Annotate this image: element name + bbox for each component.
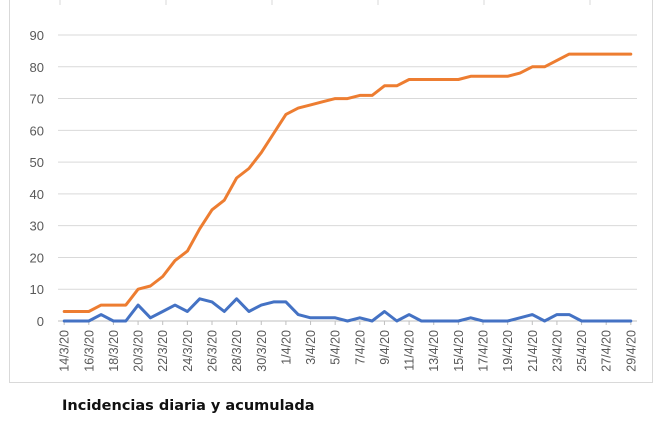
x-axis-ticks: 14/3/20 16/3/20 18/3/20 20/3/20 22/3/20 24/3/… bbox=[58, 321, 638, 372]
y-tick-label: 30 bbox=[30, 219, 44, 234]
x-tick-label: 1/4/20 bbox=[279, 330, 293, 365]
series-lines bbox=[62, 52, 633, 323]
y-axis-ticks: 0 10 20 30 40 50 60 70 80 90 bbox=[30, 28, 44, 329]
y-tick-label: 90 bbox=[30, 28, 44, 43]
x-tick-label: 27/4/20 bbox=[600, 330, 614, 372]
x-tick-label: 3/4/20 bbox=[304, 330, 318, 365]
x-tick-label: 30/3/20 bbox=[255, 330, 269, 372]
x-tick-label: 15/4/20 bbox=[452, 330, 466, 372]
x-tick-label: 16/3/20 bbox=[82, 330, 96, 372]
x-tick-label: 23/4/20 bbox=[550, 330, 564, 372]
x-tick-label: 7/4/20 bbox=[353, 330, 367, 365]
x-tick-label: 17/4/20 bbox=[477, 330, 491, 372]
x-tick-label: 5/4/20 bbox=[329, 330, 343, 365]
x-tick-label: 22/3/20 bbox=[156, 330, 170, 372]
chart-caption: Incidencias diaria y acumulada bbox=[62, 398, 315, 414]
series-line-diaria bbox=[62, 297, 633, 323]
x-tick-label: 29/4/20 bbox=[624, 330, 638, 372]
y-tick-label: 60 bbox=[30, 123, 44, 138]
x-tick-label: 28/3/20 bbox=[230, 330, 244, 372]
y-tick-label: 70 bbox=[30, 92, 44, 107]
x-tick-label: 11/4/20 bbox=[403, 330, 417, 371]
x-tick-label: 24/3/20 bbox=[181, 330, 195, 372]
y-tick-label: 0 bbox=[37, 314, 44, 329]
x-tick-label: 20/3/20 bbox=[132, 330, 146, 372]
x-tick-label: 25/4/20 bbox=[575, 330, 589, 372]
x-tick-label: 9/4/20 bbox=[378, 330, 392, 365]
x-tick-label: 13/4/20 bbox=[427, 330, 441, 372]
y-tick-label: 40 bbox=[30, 187, 44, 202]
x-tick-label: 14/3/20 bbox=[58, 330, 72, 372]
line-chart: 0 10 20 30 40 50 60 70 80 90 14/3/20 16/3/20 18/3/2… bbox=[30, 0, 638, 372]
y-tick-label: 20 bbox=[30, 250, 44, 265]
x-tick-label: 19/4/20 bbox=[501, 330, 515, 372]
x-tick-label: 21/4/20 bbox=[526, 330, 540, 372]
y-tick-label: 50 bbox=[30, 155, 44, 170]
y-tick-label: 10 bbox=[30, 282, 44, 297]
x-tick-label: 26/3/20 bbox=[205, 330, 219, 372]
y-tick-label: 80 bbox=[30, 60, 44, 75]
gridlines bbox=[58, 0, 637, 322]
x-tick-label: 18/3/20 bbox=[107, 330, 121, 372]
series-line-acumulada bbox=[62, 52, 633, 313]
